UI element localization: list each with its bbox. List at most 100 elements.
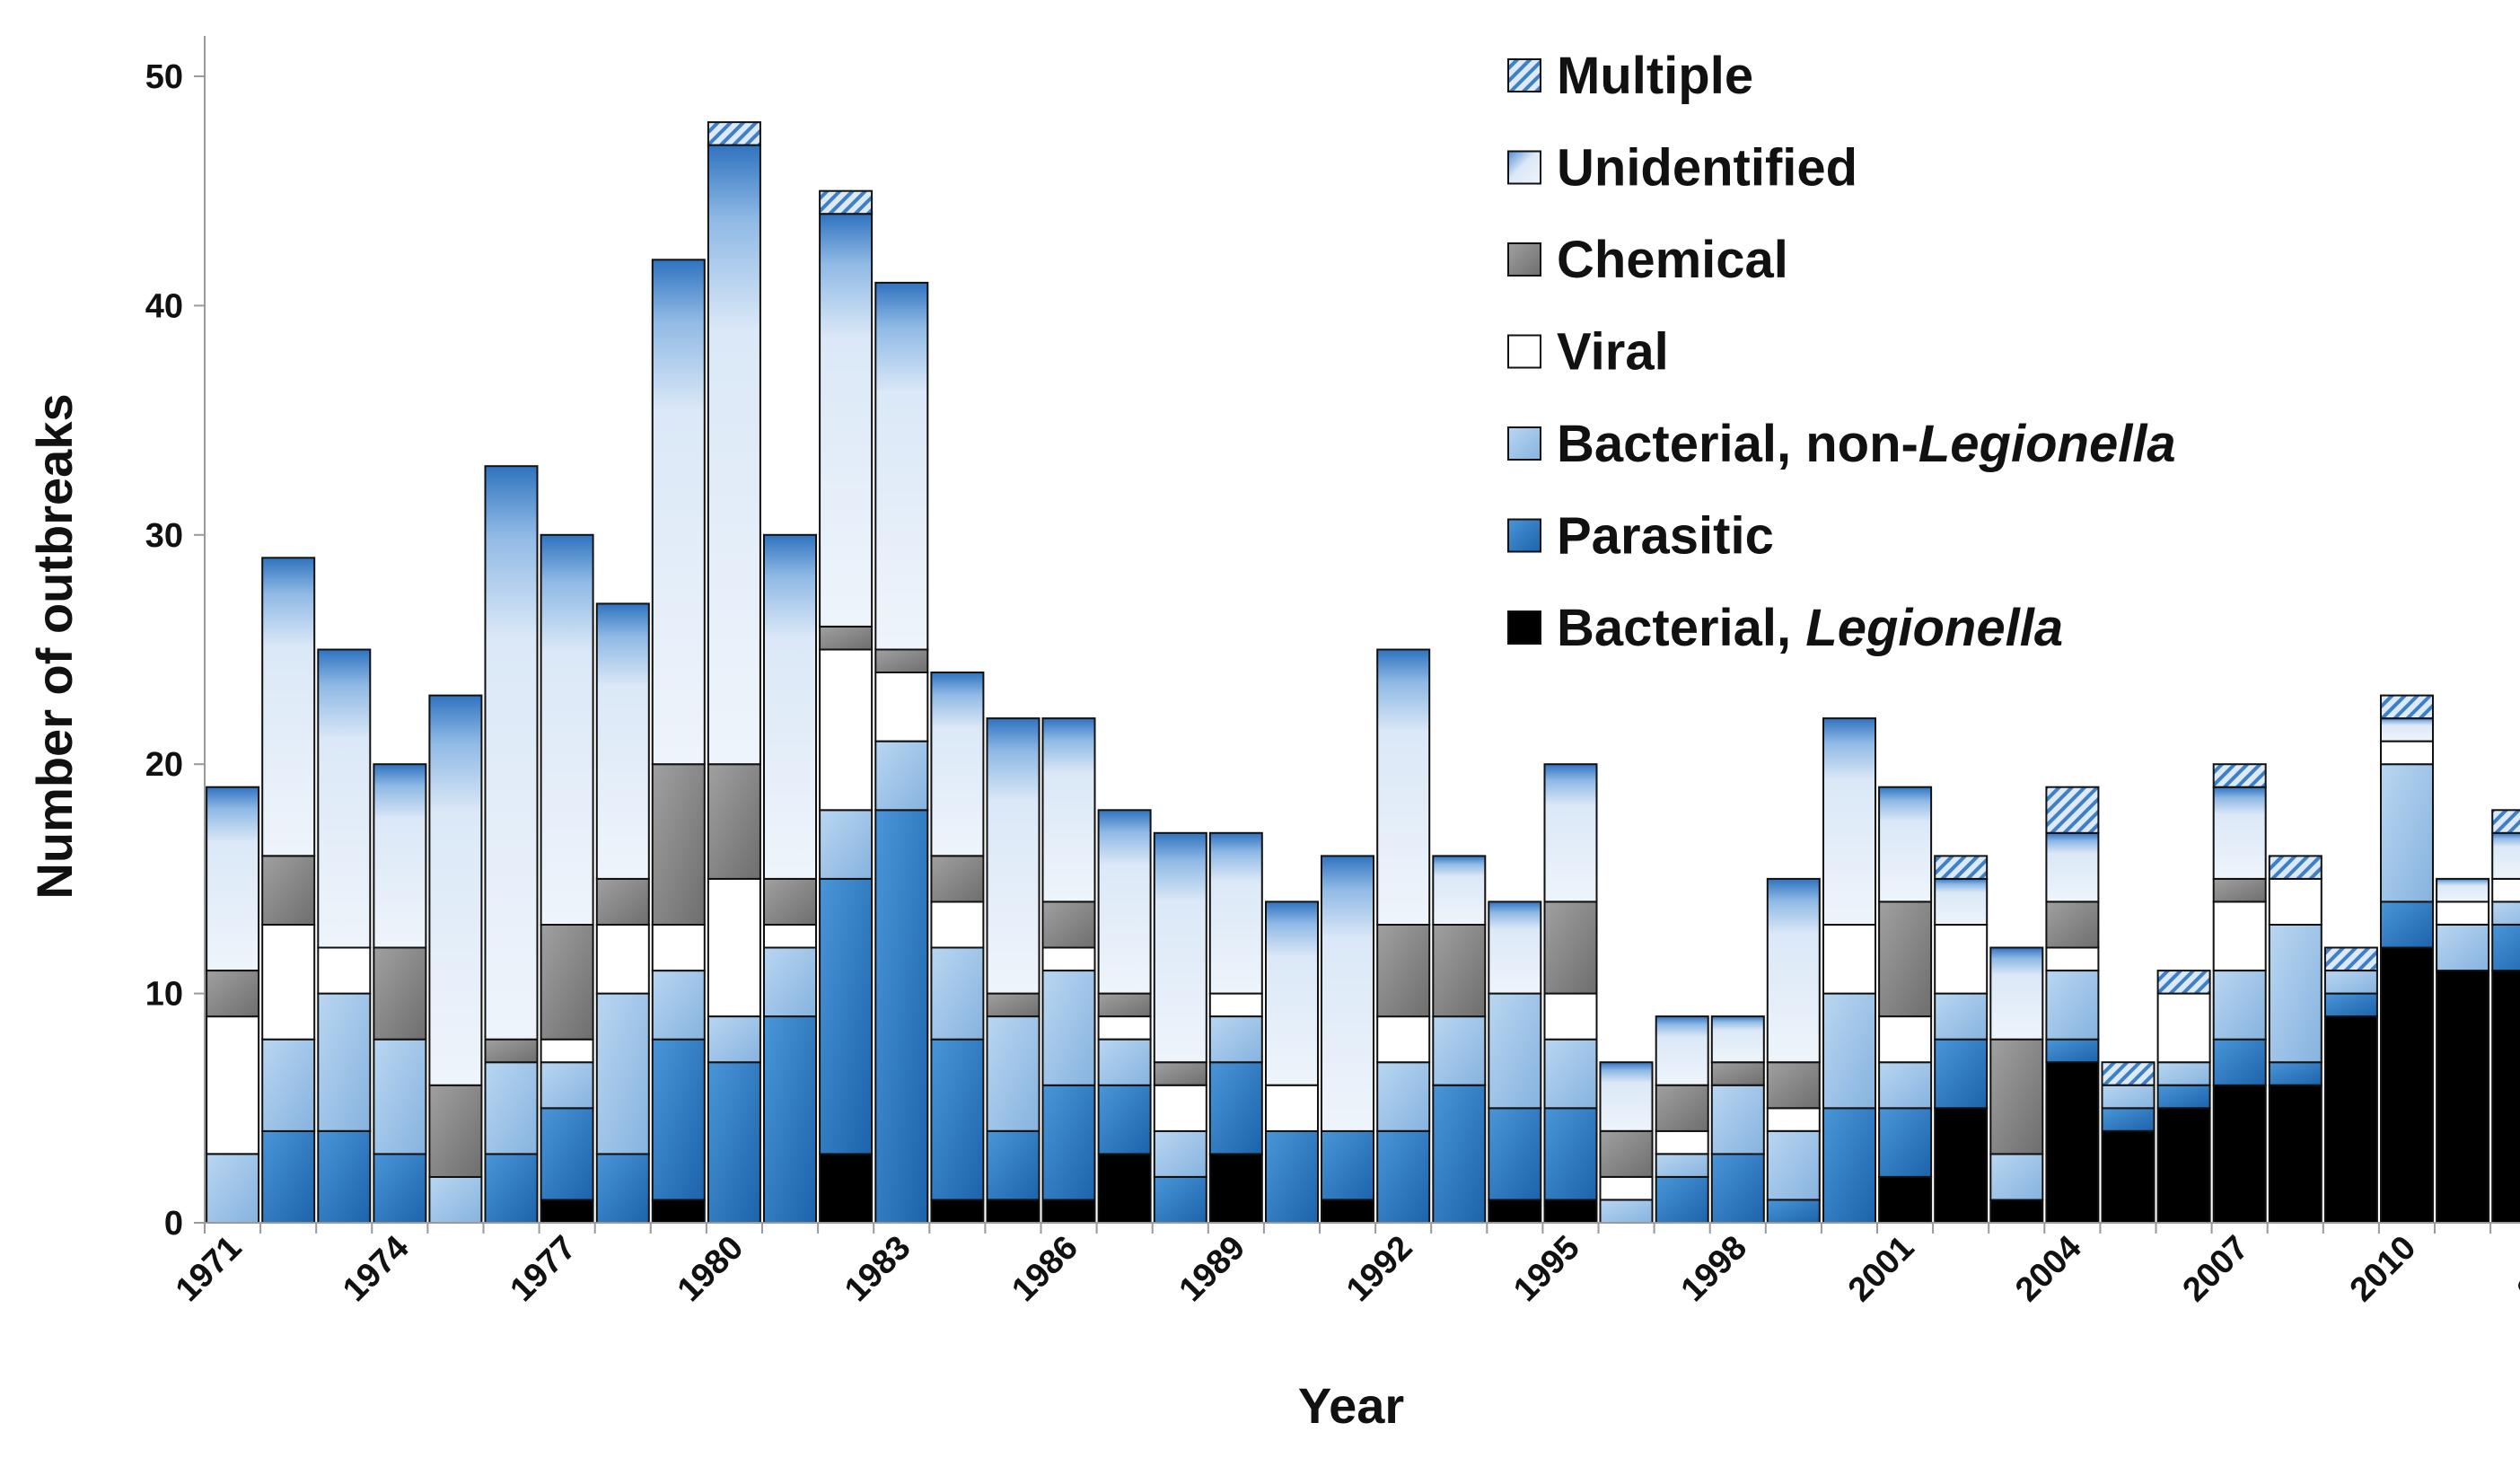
bar-unidentified-1983 bbox=[874, 281, 929, 651]
bar-unidentified-1984 bbox=[930, 672, 985, 857]
bar-multiple-2007 bbox=[2212, 763, 2267, 788]
bar-parasitic-1974 bbox=[373, 1153, 427, 1225]
bar-legionella-2003 bbox=[1989, 1199, 2044, 1224]
bar-chemical-1981 bbox=[763, 877, 817, 927]
y-tick-label-30: 30 bbox=[145, 517, 183, 555]
bar-parasitic-2008 bbox=[2268, 1061, 2322, 1086]
bar-parasitic-1987 bbox=[1097, 1084, 1152, 1155]
bar-nonlegionella-1987 bbox=[1097, 1038, 1152, 1086]
bar-legionella-2006 bbox=[2156, 1107, 2211, 1225]
bar-parasitic-1976 bbox=[484, 1153, 539, 1225]
bar-nonlegionella-1982 bbox=[819, 809, 874, 880]
bar-viral-2001 bbox=[1878, 1015, 1933, 1064]
bar-viral-1995 bbox=[1543, 992, 1598, 1041]
bar-legionella-1984 bbox=[930, 1199, 985, 1224]
bar-chemical-1987 bbox=[1097, 992, 1152, 1018]
bar-unidentified-1996 bbox=[1599, 1061, 1654, 1132]
bar-nonlegionella-1984 bbox=[930, 946, 985, 1041]
bar-viral-1980 bbox=[707, 877, 761, 1018]
bar-parasitic-1980 bbox=[707, 1061, 761, 1224]
bar-parasitic-1986 bbox=[1041, 1084, 1096, 1201]
bar-viral-2006 bbox=[2156, 992, 2211, 1064]
bar-multiple-2008 bbox=[2268, 855, 2322, 880]
bar-legionella-1977 bbox=[540, 1199, 594, 1224]
bar-legionella-1995 bbox=[1543, 1199, 1598, 1224]
bar-nonlegionella-1977 bbox=[540, 1061, 594, 1110]
legend-label-chemical: Chemical bbox=[1557, 231, 1788, 289]
bar-unidentified-1990 bbox=[1265, 900, 1319, 1086]
bar-viral-1979 bbox=[651, 924, 706, 972]
bar-unidentified-1985 bbox=[986, 717, 1040, 995]
bar-viral-2010 bbox=[2380, 740, 2434, 766]
bar-parasitic-1997 bbox=[1655, 1175, 1709, 1225]
bar-parasitic-1990 bbox=[1265, 1129, 1319, 1225]
bar-nonlegionella-2008 bbox=[2268, 924, 2322, 1064]
bar-nonlegionella-2000 bbox=[1822, 992, 1876, 1110]
bar-nonlegionella-2011 bbox=[2436, 924, 2490, 972]
bar-legionella-2002 bbox=[1934, 1107, 1989, 1225]
bar-viral-1999 bbox=[1766, 1107, 1821, 1132]
bar-viral-2008 bbox=[2268, 877, 2322, 927]
bar-chemical-1974 bbox=[373, 946, 427, 1041]
bar-legionella-1994 bbox=[1488, 1199, 1542, 1224]
bar-chemical-1977 bbox=[540, 924, 594, 1041]
legend-swatch-legionella bbox=[1507, 610, 1541, 645]
bar-multiple-2010 bbox=[2380, 694, 2434, 720]
bar-legionella-2009 bbox=[2323, 1015, 2378, 1224]
bar-legionella-1985 bbox=[986, 1199, 1040, 1224]
bar-legionella-2007 bbox=[2212, 1084, 2267, 1225]
bar-nonlegionella-1986 bbox=[1041, 970, 1096, 1086]
bar-unidentified-2003 bbox=[1989, 946, 2044, 1041]
bar-viral-1982 bbox=[819, 648, 874, 812]
bar-chemical-1972 bbox=[261, 855, 316, 927]
bar-chemical-1984 bbox=[930, 855, 985, 903]
bar-parasitic-2006 bbox=[2156, 1084, 2211, 1110]
bar-chemical-1985 bbox=[986, 992, 1040, 1018]
bar-parasitic-1977 bbox=[540, 1107, 594, 1201]
bar-chemical-1976 bbox=[484, 1038, 539, 1064]
bar-chemical-1996 bbox=[1599, 1129, 1654, 1178]
x-tick-label-1974: 1974 bbox=[336, 1229, 416, 1309]
bar-unidentified-1997 bbox=[1655, 1015, 1709, 1086]
bar-viral-1981 bbox=[763, 924, 817, 949]
bar-parasitic-2012 bbox=[2491, 924, 2520, 972]
bar-parasitic-1999 bbox=[1766, 1199, 1821, 1224]
bar-viral-1989 bbox=[1208, 992, 1263, 1018]
bar-legionella-1989 bbox=[1208, 1153, 1263, 1225]
x-tick-label-1983: 1983 bbox=[838, 1229, 918, 1309]
bar-parasitic-1982 bbox=[819, 877, 874, 1155]
bar-unidentified-1982 bbox=[819, 213, 874, 628]
bar-parasitic-2001 bbox=[1878, 1107, 1933, 1178]
bar-viral-2002 bbox=[1934, 924, 1989, 995]
bar-nonlegionella-2010 bbox=[2380, 763, 2434, 903]
bar-legionella-1987 bbox=[1097, 1153, 1152, 1225]
bar-nonlegionella-1998 bbox=[1710, 1084, 1765, 1155]
bar-viral-1971 bbox=[206, 1015, 260, 1155]
bar-unidentified-2001 bbox=[1878, 786, 1933, 903]
legend-swatch-viral bbox=[1507, 334, 1541, 369]
x-tick-label-1998: 1998 bbox=[1674, 1229, 1754, 1309]
bar-unidentified-1989 bbox=[1208, 831, 1263, 995]
bar-parasitic-1991 bbox=[1321, 1129, 1374, 1201]
bar-legionella-1982 bbox=[819, 1153, 874, 1225]
bar-viral-1973 bbox=[317, 946, 372, 995]
bar-parasitic-1985 bbox=[986, 1129, 1040, 1201]
bar-chemical-1995 bbox=[1543, 900, 1598, 995]
x-tick-label-2004: 2004 bbox=[2008, 1229, 2088, 1309]
bar-parasitic-1992 bbox=[1376, 1129, 1431, 1225]
bar-parasitic-1994 bbox=[1488, 1107, 1542, 1201]
bar-parasitic-1989 bbox=[1208, 1061, 1263, 1155]
bar-chemical-1998 bbox=[1710, 1061, 1765, 1086]
bar-nonlegionella-2009 bbox=[2323, 970, 2378, 995]
bar-nonlegionella-1999 bbox=[1766, 1129, 1821, 1201]
x-tick-label-1995: 1995 bbox=[1506, 1229, 1586, 1309]
bar-chemical-2003 bbox=[1989, 1038, 2044, 1155]
bar-chemical-2007 bbox=[2212, 877, 2267, 903]
bar-parasitic-1978 bbox=[595, 1153, 650, 1225]
bar-nonlegionella-1981 bbox=[763, 946, 817, 1018]
bar-parasitic-1983 bbox=[874, 809, 929, 1224]
bar-multiple-2004 bbox=[2045, 786, 2100, 834]
bar-viral-2011 bbox=[2436, 900, 2490, 926]
